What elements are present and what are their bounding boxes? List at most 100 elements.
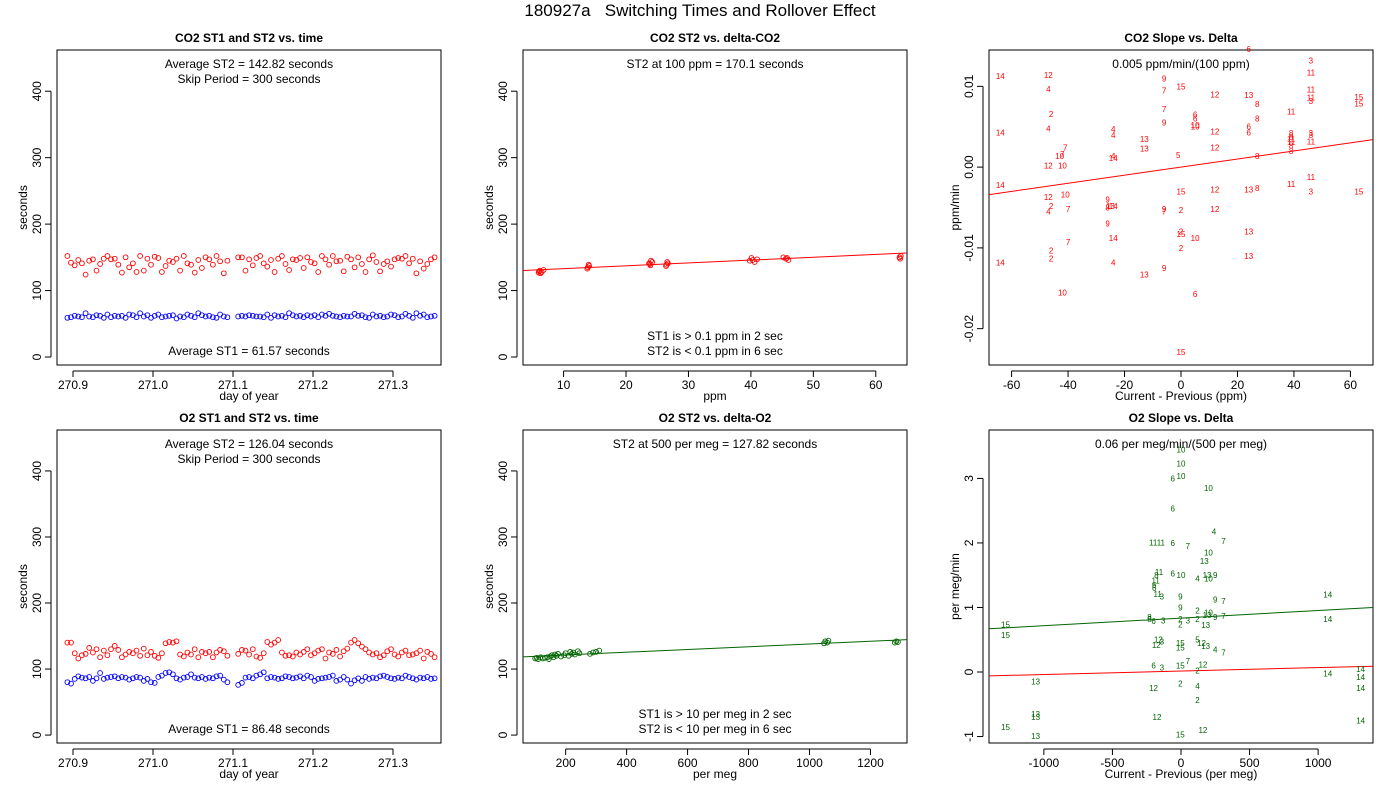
x-tick-label: -1000 — [1029, 756, 1060, 770]
data-point — [79, 260, 85, 267]
data-point — [268, 314, 274, 321]
data-point — [348, 639, 354, 646]
data-point — [369, 252, 376, 259]
data-point — [311, 650, 318, 657]
point-label: 7 — [1162, 208, 1167, 217]
y-tick-label: 400 — [30, 81, 44, 101]
data-point — [417, 674, 423, 681]
annotation-bottom: ST2 is < 10 per meg in 6 sec — [638, 722, 791, 736]
point-label: 10 — [1055, 152, 1064, 161]
data-point — [326, 261, 332, 268]
point-label: 7 — [1162, 86, 1167, 95]
point-label: 6 — [1152, 584, 1157, 593]
point-label: 15 — [1176, 731, 1185, 740]
data-point — [133, 647, 140, 654]
x-tick-label: 800 — [739, 756, 759, 770]
data-point — [279, 312, 285, 319]
fit-line — [988, 139, 1374, 196]
y-tick-label: 0 — [496, 731, 510, 738]
data-point — [220, 270, 227, 277]
point-label: 9 — [1213, 571, 1218, 580]
data-point — [749, 257, 756, 263]
data-point — [86, 674, 93, 680]
data-point — [108, 256, 114, 263]
point-label: 7 — [1221, 612, 1226, 621]
point-label: 11 — [1307, 69, 1316, 78]
data-point — [108, 646, 114, 653]
point-label: 2 — [1179, 228, 1184, 237]
annotation-bottom: ST2 is < 0.1 ppm in 6 sec — [647, 344, 783, 358]
data-point — [162, 313, 169, 320]
point-label: 3 — [1309, 129, 1314, 138]
data-point — [319, 311, 325, 318]
data-point — [191, 314, 198, 321]
data-point — [162, 670, 169, 676]
data-point — [184, 260, 191, 267]
data-point — [155, 311, 162, 318]
data-point — [104, 253, 111, 259]
data-point — [111, 255, 118, 262]
data-point — [217, 647, 223, 653]
data-point — [177, 313, 183, 320]
data-point — [246, 256, 252, 263]
data-point — [126, 264, 133, 271]
data-point — [239, 680, 245, 686]
data-point — [399, 675, 405, 682]
x-tick-label: 271.0 — [138, 378, 168, 392]
data-point — [406, 674, 412, 680]
point-label: 2 — [1049, 246, 1054, 255]
data-point — [271, 639, 278, 646]
data-point — [308, 674, 314, 680]
data-point — [395, 653, 402, 660]
data-point — [409, 314, 416, 321]
data-point — [271, 312, 278, 319]
point-label: 8 — [1255, 184, 1260, 193]
point-label: 2 — [1178, 620, 1183, 629]
data-point — [297, 255, 303, 261]
point-label: 11 — [1287, 107, 1296, 116]
point-label: 4 — [1195, 574, 1200, 583]
data-point — [188, 651, 194, 658]
x-tick-label: 600 — [678, 756, 698, 770]
annotation-bottom: ST1 is > 10 per meg in 2 sec — [638, 707, 791, 721]
y-tick-label: 300 — [30, 147, 44, 167]
data-point — [351, 637, 358, 643]
x-tick-label: 60 — [1344, 378, 1358, 392]
point-label: 15 — [1354, 187, 1363, 196]
data-point — [355, 640, 362, 647]
data-point — [75, 655, 82, 662]
x-axis-label: ppm — [703, 389, 726, 403]
data-point — [395, 314, 402, 321]
point-label: 7 — [1066, 205, 1071, 214]
y-tick-label: 400 — [496, 81, 510, 101]
point-label: 8 — [1289, 141, 1294, 150]
y-tick-label: 200 — [496, 214, 510, 234]
plot-frame — [988, 429, 1374, 744]
data-point — [268, 257, 274, 263]
data-point — [362, 646, 369, 653]
data-point — [111, 643, 118, 649]
x-tick-label: 0 — [1178, 756, 1185, 770]
fit-line — [988, 665, 1374, 677]
point-label: 8 — [1147, 615, 1152, 624]
data-point — [340, 674, 347, 680]
data-point — [159, 650, 165, 657]
point-label: 13 — [1203, 571, 1212, 580]
data-point — [417, 312, 423, 319]
x-axis-label: per meg — [693, 767, 737, 781]
plot-frame — [522, 49, 908, 366]
panel-title: O2 Slope vs. Delta — [1129, 411, 1234, 425]
point-label: 9 — [1162, 205, 1167, 214]
data-point — [206, 312, 213, 319]
data-point — [264, 675, 271, 682]
point-label: 8 — [1154, 571, 1159, 580]
point-label: 2 — [1195, 615, 1200, 624]
point-label: 13 — [1200, 557, 1209, 566]
x-tick-label: 271.1 — [218, 756, 248, 770]
point-label: 10 — [1177, 472, 1186, 481]
data-point — [409, 675, 416, 682]
y-tick-label: 0 — [30, 353, 44, 360]
point-label: 3 — [1160, 638, 1165, 647]
x-tick-label: 271.2 — [298, 378, 328, 392]
